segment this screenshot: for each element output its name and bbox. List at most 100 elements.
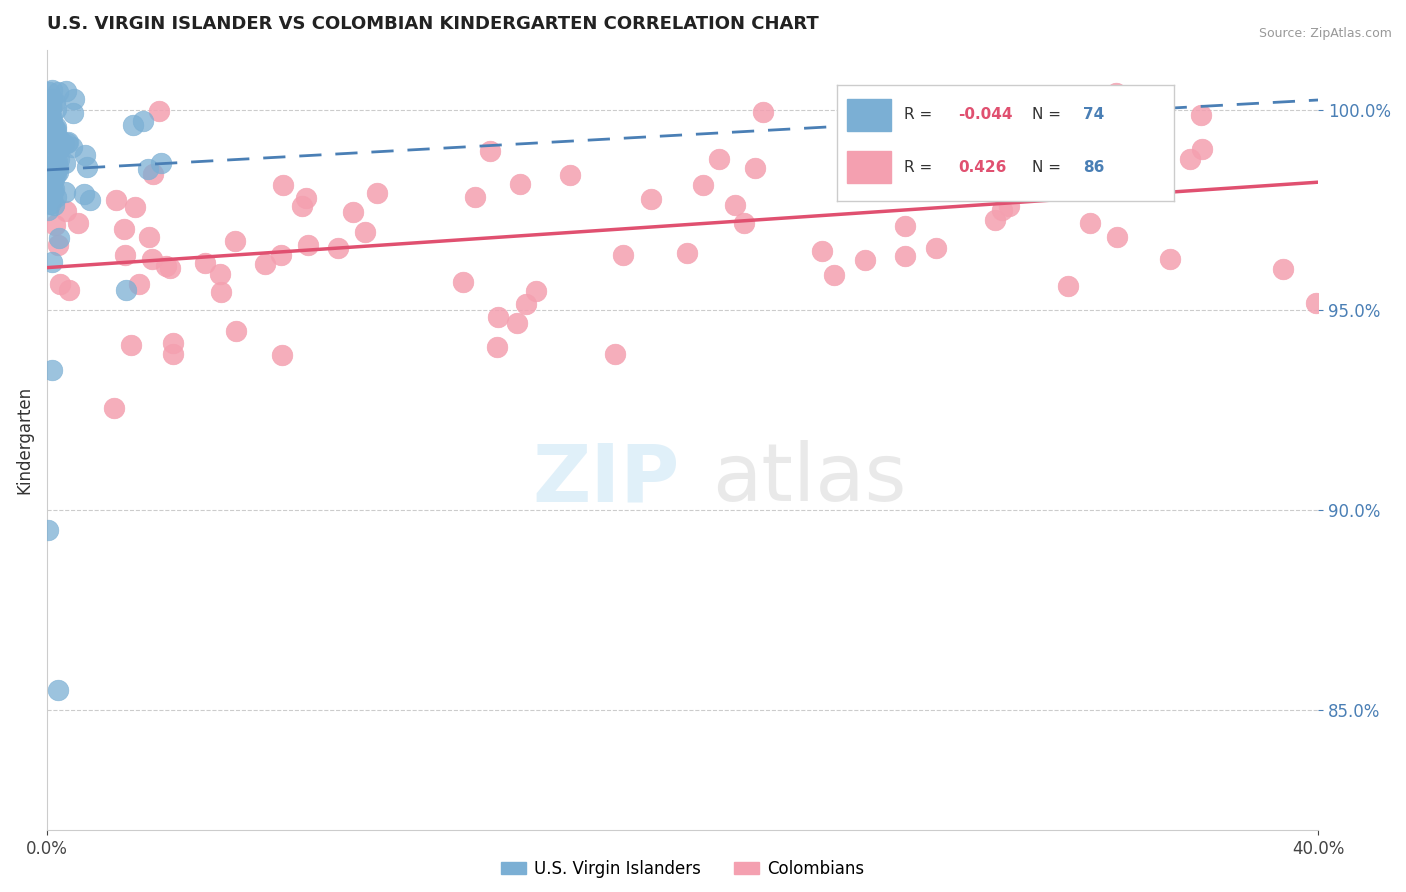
Text: ZIP: ZIP bbox=[533, 440, 681, 518]
Point bbox=[1078, 216, 1101, 230]
Point bbox=[823, 268, 845, 283]
Point bbox=[1108, 165, 1130, 179]
Point bbox=[997, 199, 1019, 213]
Point bbox=[162, 346, 184, 360]
Text: N =: N = bbox=[1032, 107, 1066, 122]
Point bbox=[1022, 160, 1045, 174]
Point bbox=[41, 112, 63, 126]
Point bbox=[42, 161, 65, 176]
Point bbox=[486, 310, 509, 324]
Point bbox=[1040, 178, 1063, 193]
Point bbox=[297, 238, 319, 252]
Text: atlas: atlas bbox=[713, 440, 907, 518]
Bar bbox=[846, 151, 890, 183]
Point bbox=[37, 160, 59, 174]
Point bbox=[328, 241, 350, 255]
Point bbox=[41, 178, 63, 193]
Point bbox=[506, 316, 529, 330]
Point bbox=[1064, 150, 1087, 164]
Point bbox=[76, 160, 98, 174]
Point bbox=[209, 285, 232, 300]
Point bbox=[38, 141, 60, 155]
Point bbox=[45, 157, 67, 171]
Point bbox=[37, 523, 59, 537]
Point bbox=[44, 95, 66, 109]
Point bbox=[45, 167, 67, 181]
Point bbox=[141, 252, 163, 266]
Point bbox=[972, 159, 994, 173]
Text: 74: 74 bbox=[1083, 107, 1104, 122]
Point bbox=[38, 103, 60, 118]
Point bbox=[44, 218, 66, 232]
Point bbox=[225, 324, 247, 338]
Point bbox=[37, 178, 59, 192]
Point bbox=[853, 252, 876, 267]
Point bbox=[1159, 252, 1181, 267]
Point bbox=[45, 164, 67, 178]
Point bbox=[39, 99, 62, 113]
Point bbox=[162, 336, 184, 351]
Point bbox=[675, 245, 697, 260]
Point bbox=[41, 137, 63, 152]
Point bbox=[45, 190, 67, 204]
Point bbox=[893, 219, 915, 233]
Point bbox=[46, 164, 69, 178]
Point bbox=[155, 260, 177, 274]
Text: R =: R = bbox=[904, 107, 938, 122]
Point bbox=[55, 84, 77, 98]
Point bbox=[41, 255, 63, 269]
Point bbox=[1180, 153, 1202, 167]
Point bbox=[38, 85, 60, 99]
Point bbox=[73, 148, 96, 162]
Point bbox=[39, 135, 62, 149]
Point bbox=[39, 100, 62, 114]
Point bbox=[366, 186, 388, 200]
Point bbox=[41, 83, 63, 97]
Point bbox=[270, 247, 292, 261]
Point bbox=[112, 222, 135, 236]
Point bbox=[159, 260, 181, 275]
Point bbox=[42, 197, 65, 211]
Point bbox=[62, 106, 84, 120]
Text: U.S. VIRGIN ISLANDER VS COLOMBIAN KINDERGARTEN CORRELATION CHART: U.S. VIRGIN ISLANDER VS COLOMBIAN KINDER… bbox=[46, 15, 818, 33]
Text: N =: N = bbox=[1032, 160, 1066, 175]
Point bbox=[41, 192, 63, 206]
Point bbox=[44, 123, 66, 137]
Point bbox=[46, 155, 69, 169]
Point bbox=[120, 338, 142, 352]
Point bbox=[39, 197, 62, 211]
Point bbox=[46, 683, 69, 698]
Point bbox=[515, 297, 537, 311]
Point bbox=[73, 187, 96, 202]
Point bbox=[142, 167, 165, 181]
Point bbox=[37, 202, 59, 217]
Point bbox=[612, 248, 634, 262]
Point bbox=[744, 161, 766, 175]
Point bbox=[692, 178, 714, 192]
Point bbox=[46, 237, 69, 252]
Point bbox=[509, 177, 531, 191]
Point bbox=[103, 401, 125, 416]
Point bbox=[38, 115, 60, 129]
Point bbox=[49, 277, 72, 291]
Point bbox=[194, 256, 217, 270]
Point bbox=[63, 92, 86, 106]
Point bbox=[224, 234, 246, 248]
Point bbox=[115, 283, 138, 297]
Point bbox=[451, 275, 474, 289]
Point bbox=[991, 202, 1014, 217]
Point bbox=[291, 199, 314, 213]
Point bbox=[60, 140, 83, 154]
Point bbox=[752, 105, 775, 120]
Point bbox=[128, 277, 150, 291]
Point bbox=[53, 155, 76, 169]
Point bbox=[342, 204, 364, 219]
Text: -0.044: -0.044 bbox=[957, 107, 1012, 122]
Point bbox=[45, 120, 67, 134]
Point bbox=[603, 347, 626, 361]
Point bbox=[558, 169, 581, 183]
Text: Source: ZipAtlas.com: Source: ZipAtlas.com bbox=[1258, 27, 1392, 40]
Point bbox=[811, 244, 834, 258]
Point bbox=[48, 136, 70, 151]
Point bbox=[42, 184, 65, 198]
